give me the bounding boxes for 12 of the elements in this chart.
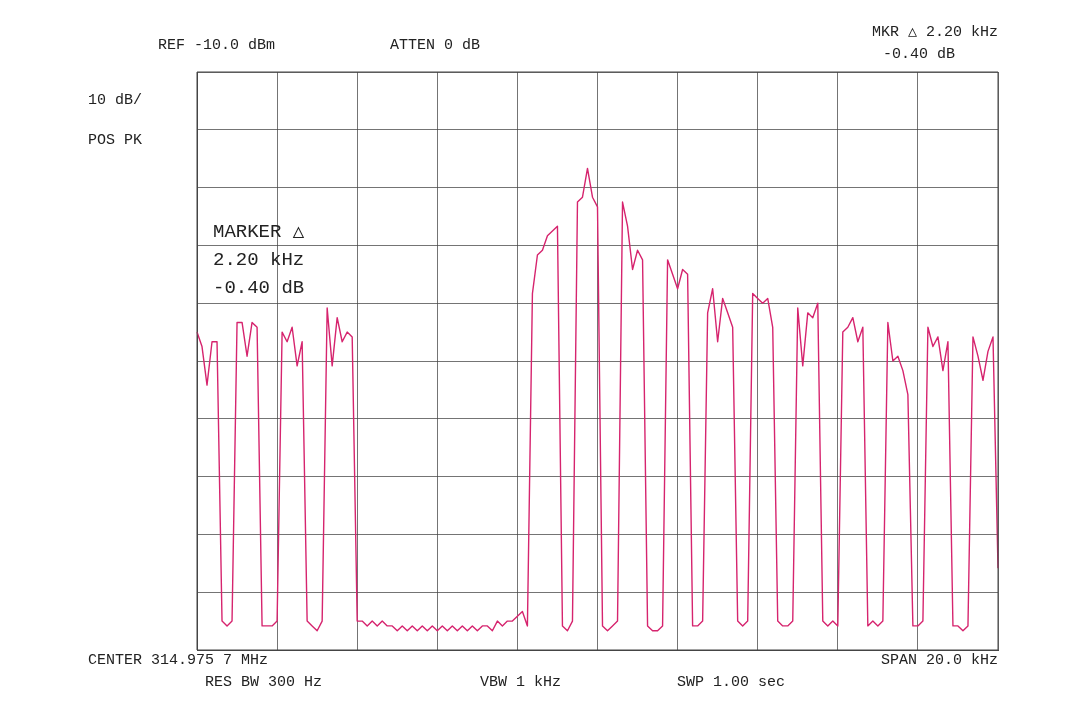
text: SWP 1.00 sec <box>676 674 785 692</box>
annotation: -0.40 dB <box>213 277 305 299</box>
text: POS PK <box>88 132 143 150</box>
text: SPAN 20.0 kHz <box>880 652 998 670</box>
text: CENTER 314.975 7 MHz <box>88 652 269 670</box>
text: RES BW 300 Hz <box>205 674 323 692</box>
text: REF -10.0 dBm <box>158 37 276 55</box>
text: -0.40 dB <box>882 46 955 64</box>
text: ATTEN 0 dB <box>390 37 481 55</box>
text: VBW 1 kHz <box>480 674 562 692</box>
text: MKR △ 2.20 kHz <box>871 24 998 42</box>
text: 10 dB/ <box>88 92 143 110</box>
